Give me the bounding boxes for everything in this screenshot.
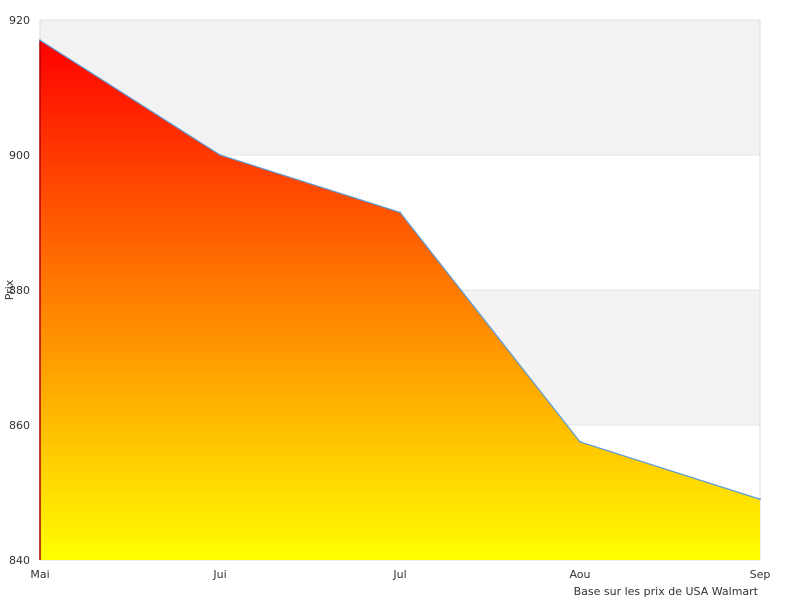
x-tick-label: Aou <box>569 568 590 581</box>
data-points <box>39 39 761 560</box>
area-series-fill <box>40 40 760 560</box>
x-tick-label: Mai <box>30 568 49 581</box>
source-note: Base sur les prix de USA Walmart <box>574 585 759 598</box>
y-tick-label: 840 <box>9 554 30 567</box>
data-point-sep <box>759 498 761 501</box>
y-tick-label: 860 <box>9 419 30 432</box>
x-axis-ticks: Mai Jui Jul Aou Sep <box>30 568 770 581</box>
data-point-jui <box>219 154 221 156</box>
data-point-jul <box>399 211 401 214</box>
x-tick-label: Jul <box>392 568 406 581</box>
y-tick-label: 920 <box>9 14 30 27</box>
data-point-mai <box>39 39 41 42</box>
y-tick-label: 880 <box>9 284 30 297</box>
data-point-aou <box>579 440 581 443</box>
y-axis-title: Prix <box>3 279 16 300</box>
x-tick-label: Sep <box>750 568 771 581</box>
y-axis-ticks: 840 860 880 900 920 <box>9 14 30 567</box>
y-tick-label: 900 <box>9 149 30 162</box>
x-tick-label: Jui <box>212 568 226 581</box>
